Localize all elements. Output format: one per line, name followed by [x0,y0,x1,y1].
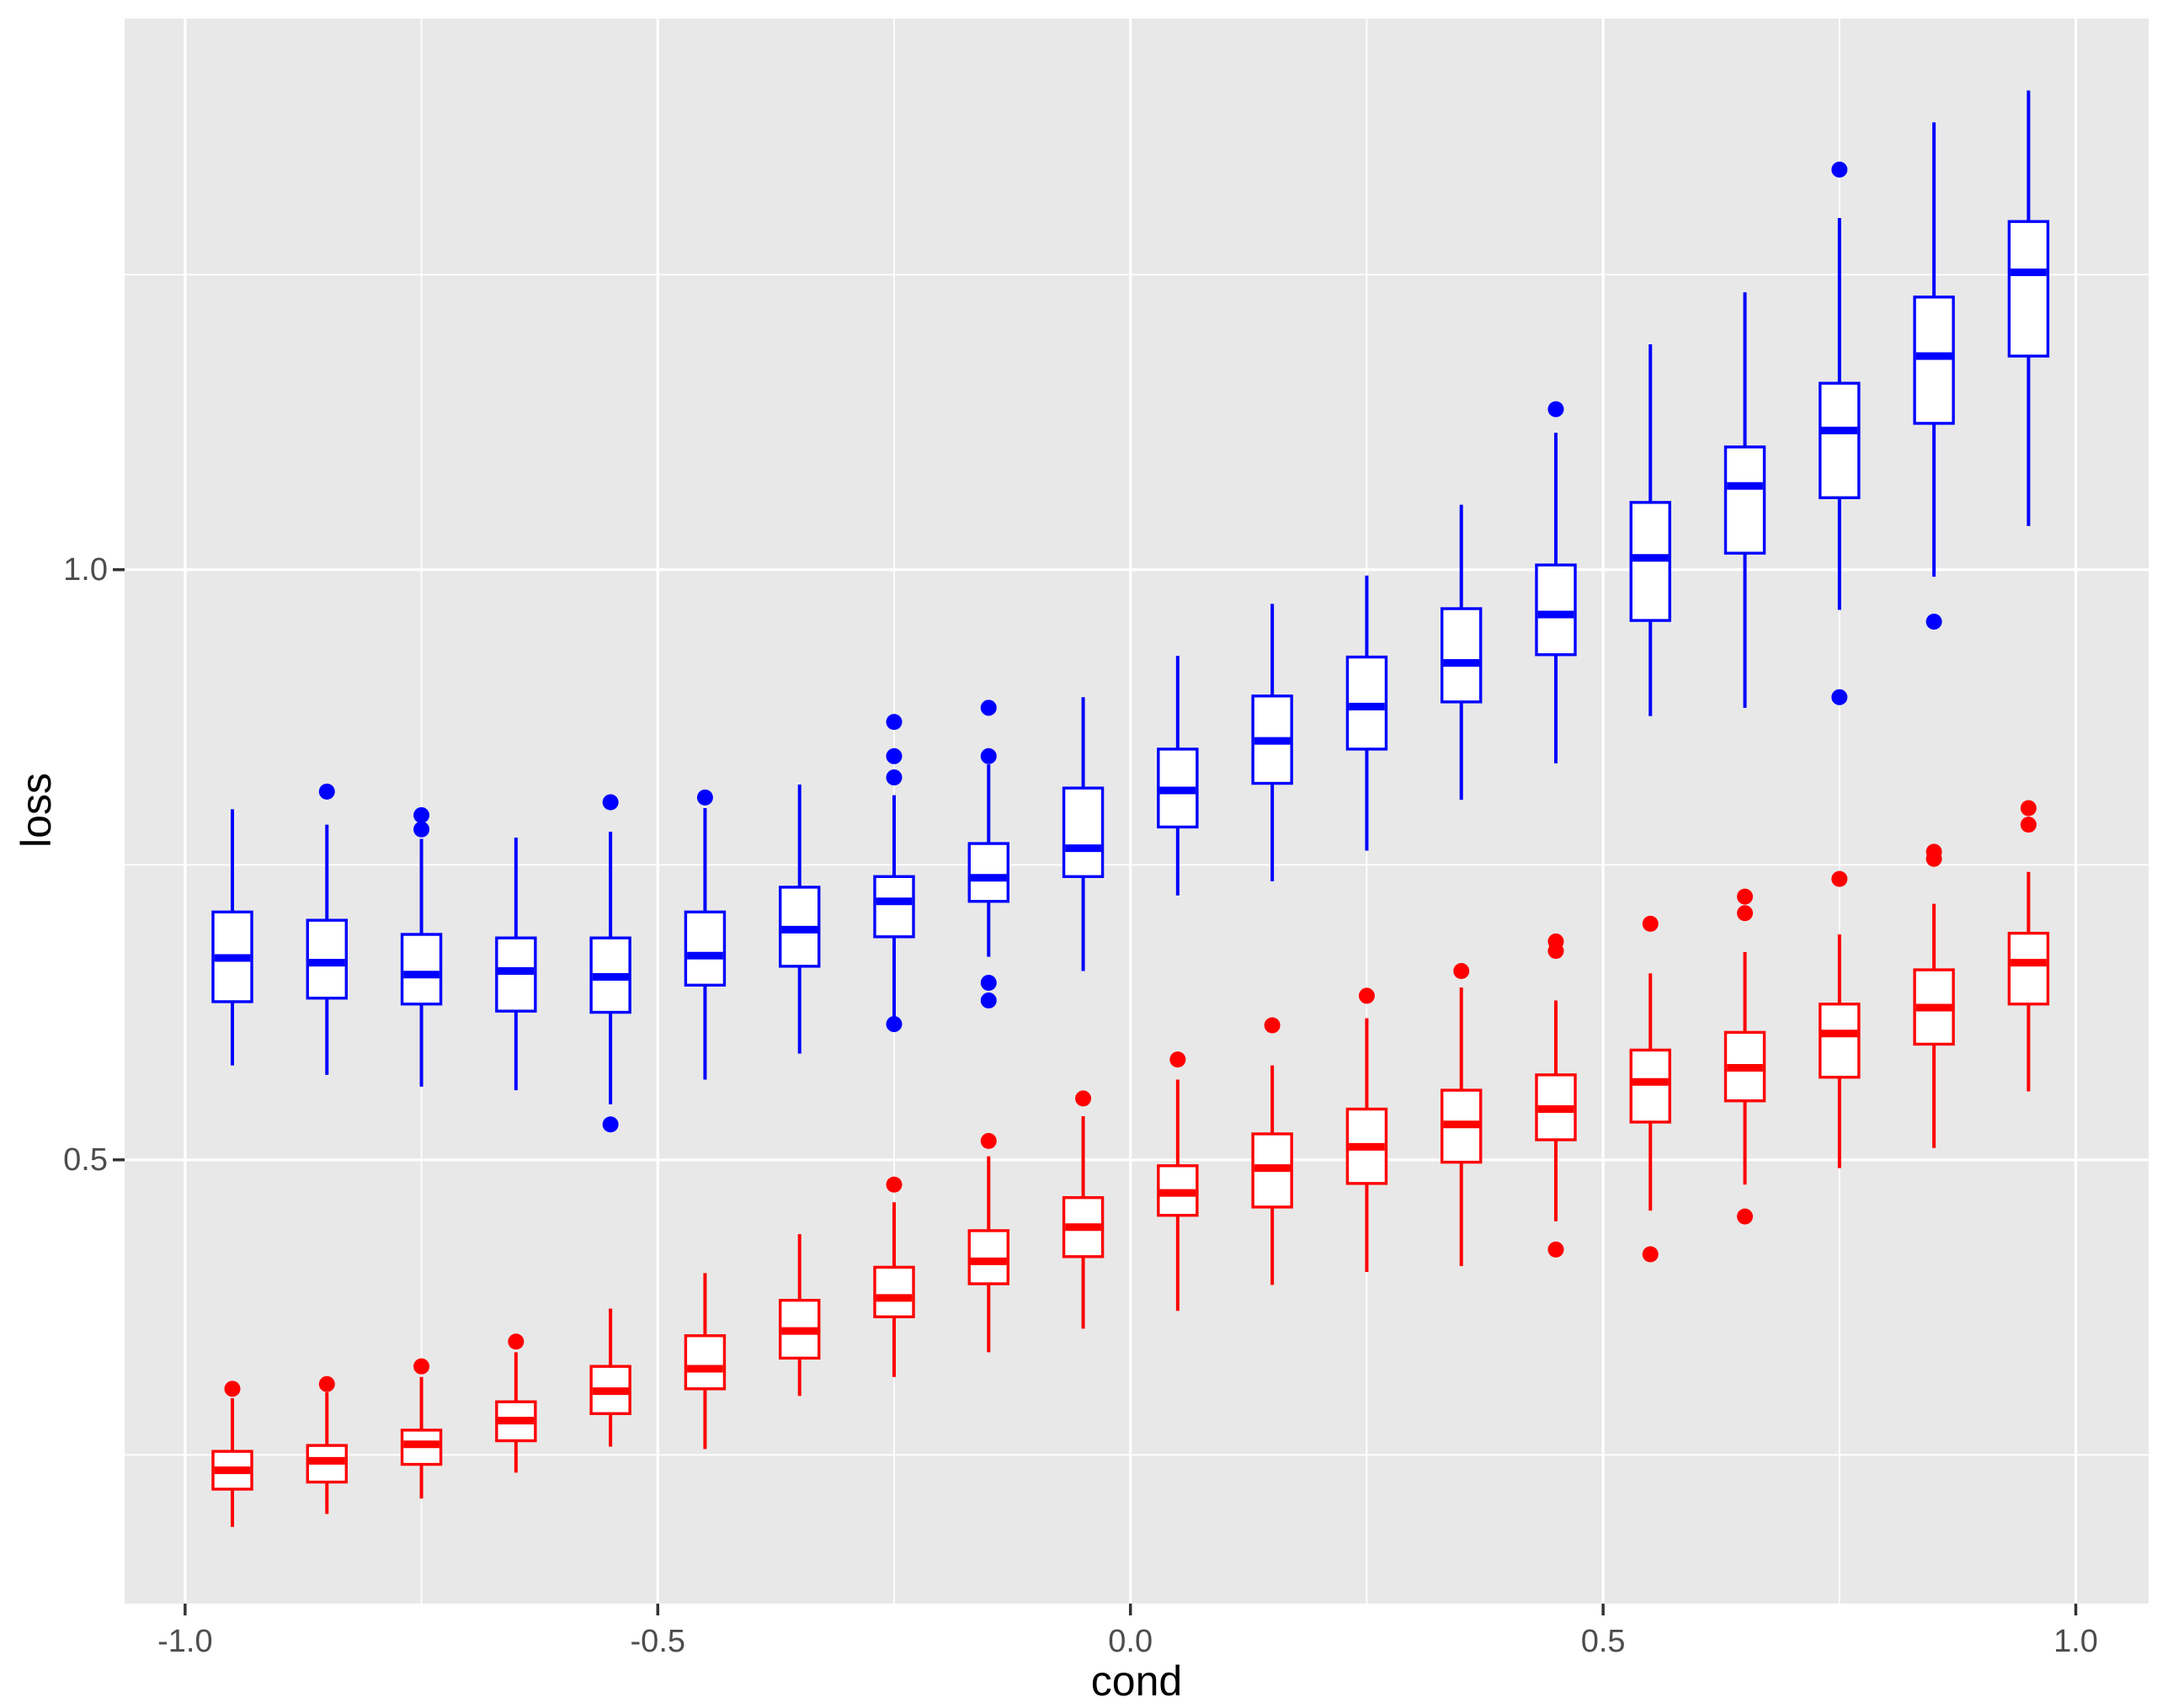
outlier-dot-red [980,1132,997,1149]
x-tick-label: 0.5 [1580,1624,1626,1659]
outlier-dot-red [1547,943,1564,960]
box-red [873,1265,915,1318]
plot-panel [125,19,2149,1604]
outlier-dot-red [1358,987,1375,1004]
box-blue [1723,445,1766,555]
y-tick-label: 1.0 [63,551,108,588]
outlier-dot-red [1075,1090,1092,1107]
box-blue [873,875,915,939]
y-axis-title: loss [13,773,60,849]
outlier-dot-blue [1547,401,1564,418]
box-blue [1819,381,1861,499]
box-red [2007,931,2050,1006]
outlier-dot-red [2020,817,2037,833]
outlier-dot-red [1453,962,1470,979]
outlier-dot-red [2020,800,2037,817]
outlier-dot-blue [1925,613,1942,630]
outlier-dot-blue [980,700,997,716]
x-tick-label: 0.0 [1108,1624,1153,1659]
outlier-dot-blue [602,1116,619,1133]
outlier-dot-blue [318,783,335,800]
outlier-dot-blue [696,789,713,806]
outlier-dot-red [508,1333,525,1350]
outlier-dot-red [1737,888,1754,905]
box-red [1629,1048,1671,1124]
box-blue [400,933,443,1006]
x-tick-label: -1.0 [157,1624,213,1659]
outlier-dot-blue [1831,689,1848,705]
outlier-dot-red [413,1358,430,1375]
outlier-dot-blue [980,748,997,764]
box-blue [684,910,727,987]
outlier-dot-blue [413,806,430,823]
outlier-dot-red [1831,870,1848,887]
outlier-dot-red [318,1375,335,1392]
outlier-dot-blue [413,821,430,838]
outlier-dot-blue [980,992,997,1009]
x-axis-title: cond [1090,1657,1183,1705]
outlier-dot-red [1925,850,1942,867]
box-blue [1535,563,1577,657]
outlier-dot-red [886,1176,903,1193]
outlier-dot-blue [602,794,619,811]
box-red [967,1229,1009,1285]
outlier-dot-red [1642,915,1659,932]
outlier-dot-blue [1831,161,1848,178]
box-blue [1440,607,1483,704]
outlier-dot-blue [886,714,903,731]
x-tick-label: -0.5 [630,1624,686,1659]
box-blue [1062,786,1105,879]
outlier-dot-blue [886,1016,903,1033]
outlier-dot-red [1642,1246,1659,1263]
box-blue [967,842,1009,903]
outlier-dot-red [224,1381,241,1397]
outlier-dot-red [1737,1208,1754,1225]
box-blue [2007,220,2050,358]
box-red [1819,1003,1861,1079]
outlier-dot-red [1737,905,1754,922]
x-tick-label: 1.0 [2053,1624,2098,1659]
outlier-dot-red [1264,1017,1281,1034]
y-tick-label: 0.5 [63,1141,108,1178]
outlier-dot-blue [886,769,903,786]
box-red [684,1334,727,1391]
outlier-dot-red [1169,1051,1186,1068]
outlier-dot-blue [980,975,997,992]
outlier-dot-blue [886,748,903,764]
outlier-dot-red [1547,1241,1564,1258]
box-blue [1913,295,1955,425]
